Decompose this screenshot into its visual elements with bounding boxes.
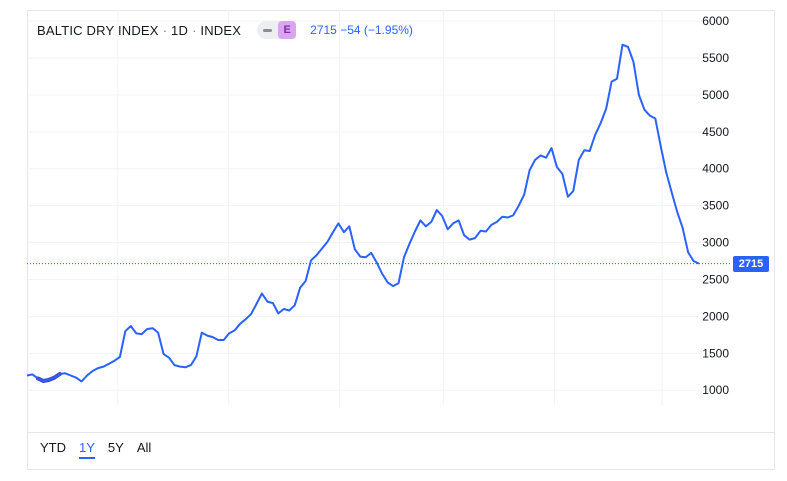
y-tick-label: 3000 [702, 236, 729, 250]
y-tick-label: 5500 [702, 51, 729, 65]
symbol-title: BALTIC DRY INDEX [37, 22, 159, 38]
legend-separator: · [192, 22, 197, 38]
exchange-label: INDEX [200, 22, 242, 38]
y-tick-label: 6000 [702, 14, 729, 28]
chart-legend: BALTIC DRY INDEX · 1D · INDEX E 2715 −54… [37, 20, 413, 40]
y-tick-label: 5000 [702, 88, 729, 102]
range-selector: YTD 1Y 5Y All [40, 440, 164, 459]
last-price-label: 2715 [733, 255, 769, 272]
y-tick-label: 2500 [702, 272, 729, 286]
y-axis-tick-labels: 1000 1500 2000 2500 3000 3500 4000 4500 5000 5500… [702, 14, 729, 397]
market-status-pill[interactable]: E [257, 21, 297, 39]
y-tick-label: 1500 [702, 346, 729, 360]
range-button-1y[interactable]: 1Y [79, 440, 95, 459]
range-button-all[interactable]: All [136, 440, 152, 455]
change-value: −54 [340, 23, 361, 37]
y-tick-label: 3500 [702, 199, 729, 213]
y-tick-label: 1000 [702, 383, 729, 397]
minus-icon [263, 28, 273, 32]
change-percent: (−1.95%) [363, 23, 413, 37]
y-tick-label: 4000 [702, 162, 729, 176]
series-line[interactable] [27, 43, 700, 383]
range-button-5y[interactable]: 5Y [107, 440, 124, 455]
y-tick-label: 4500 [702, 125, 729, 139]
y-tick-label: 2000 [702, 309, 729, 323]
range-button-ytd[interactable]: YTD [40, 440, 66, 455]
price-chart[interactable]: 1000 1500 2000 2500 3000 3500 4000 4500 5000 5500… [27, 10, 731, 405]
divider [27, 432, 775, 433]
interval-label[interactable]: 1D [171, 22, 189, 38]
chart-frame [27, 10, 775, 470]
grid-lines [27, 10, 703, 405]
quote-values: 2715 −54 (−1.95%) [310, 23, 413, 37]
last-value: 2715 [310, 23, 337, 37]
badge-e-icon: E [278, 21, 297, 39]
legend-separator: · [162, 22, 168, 38]
